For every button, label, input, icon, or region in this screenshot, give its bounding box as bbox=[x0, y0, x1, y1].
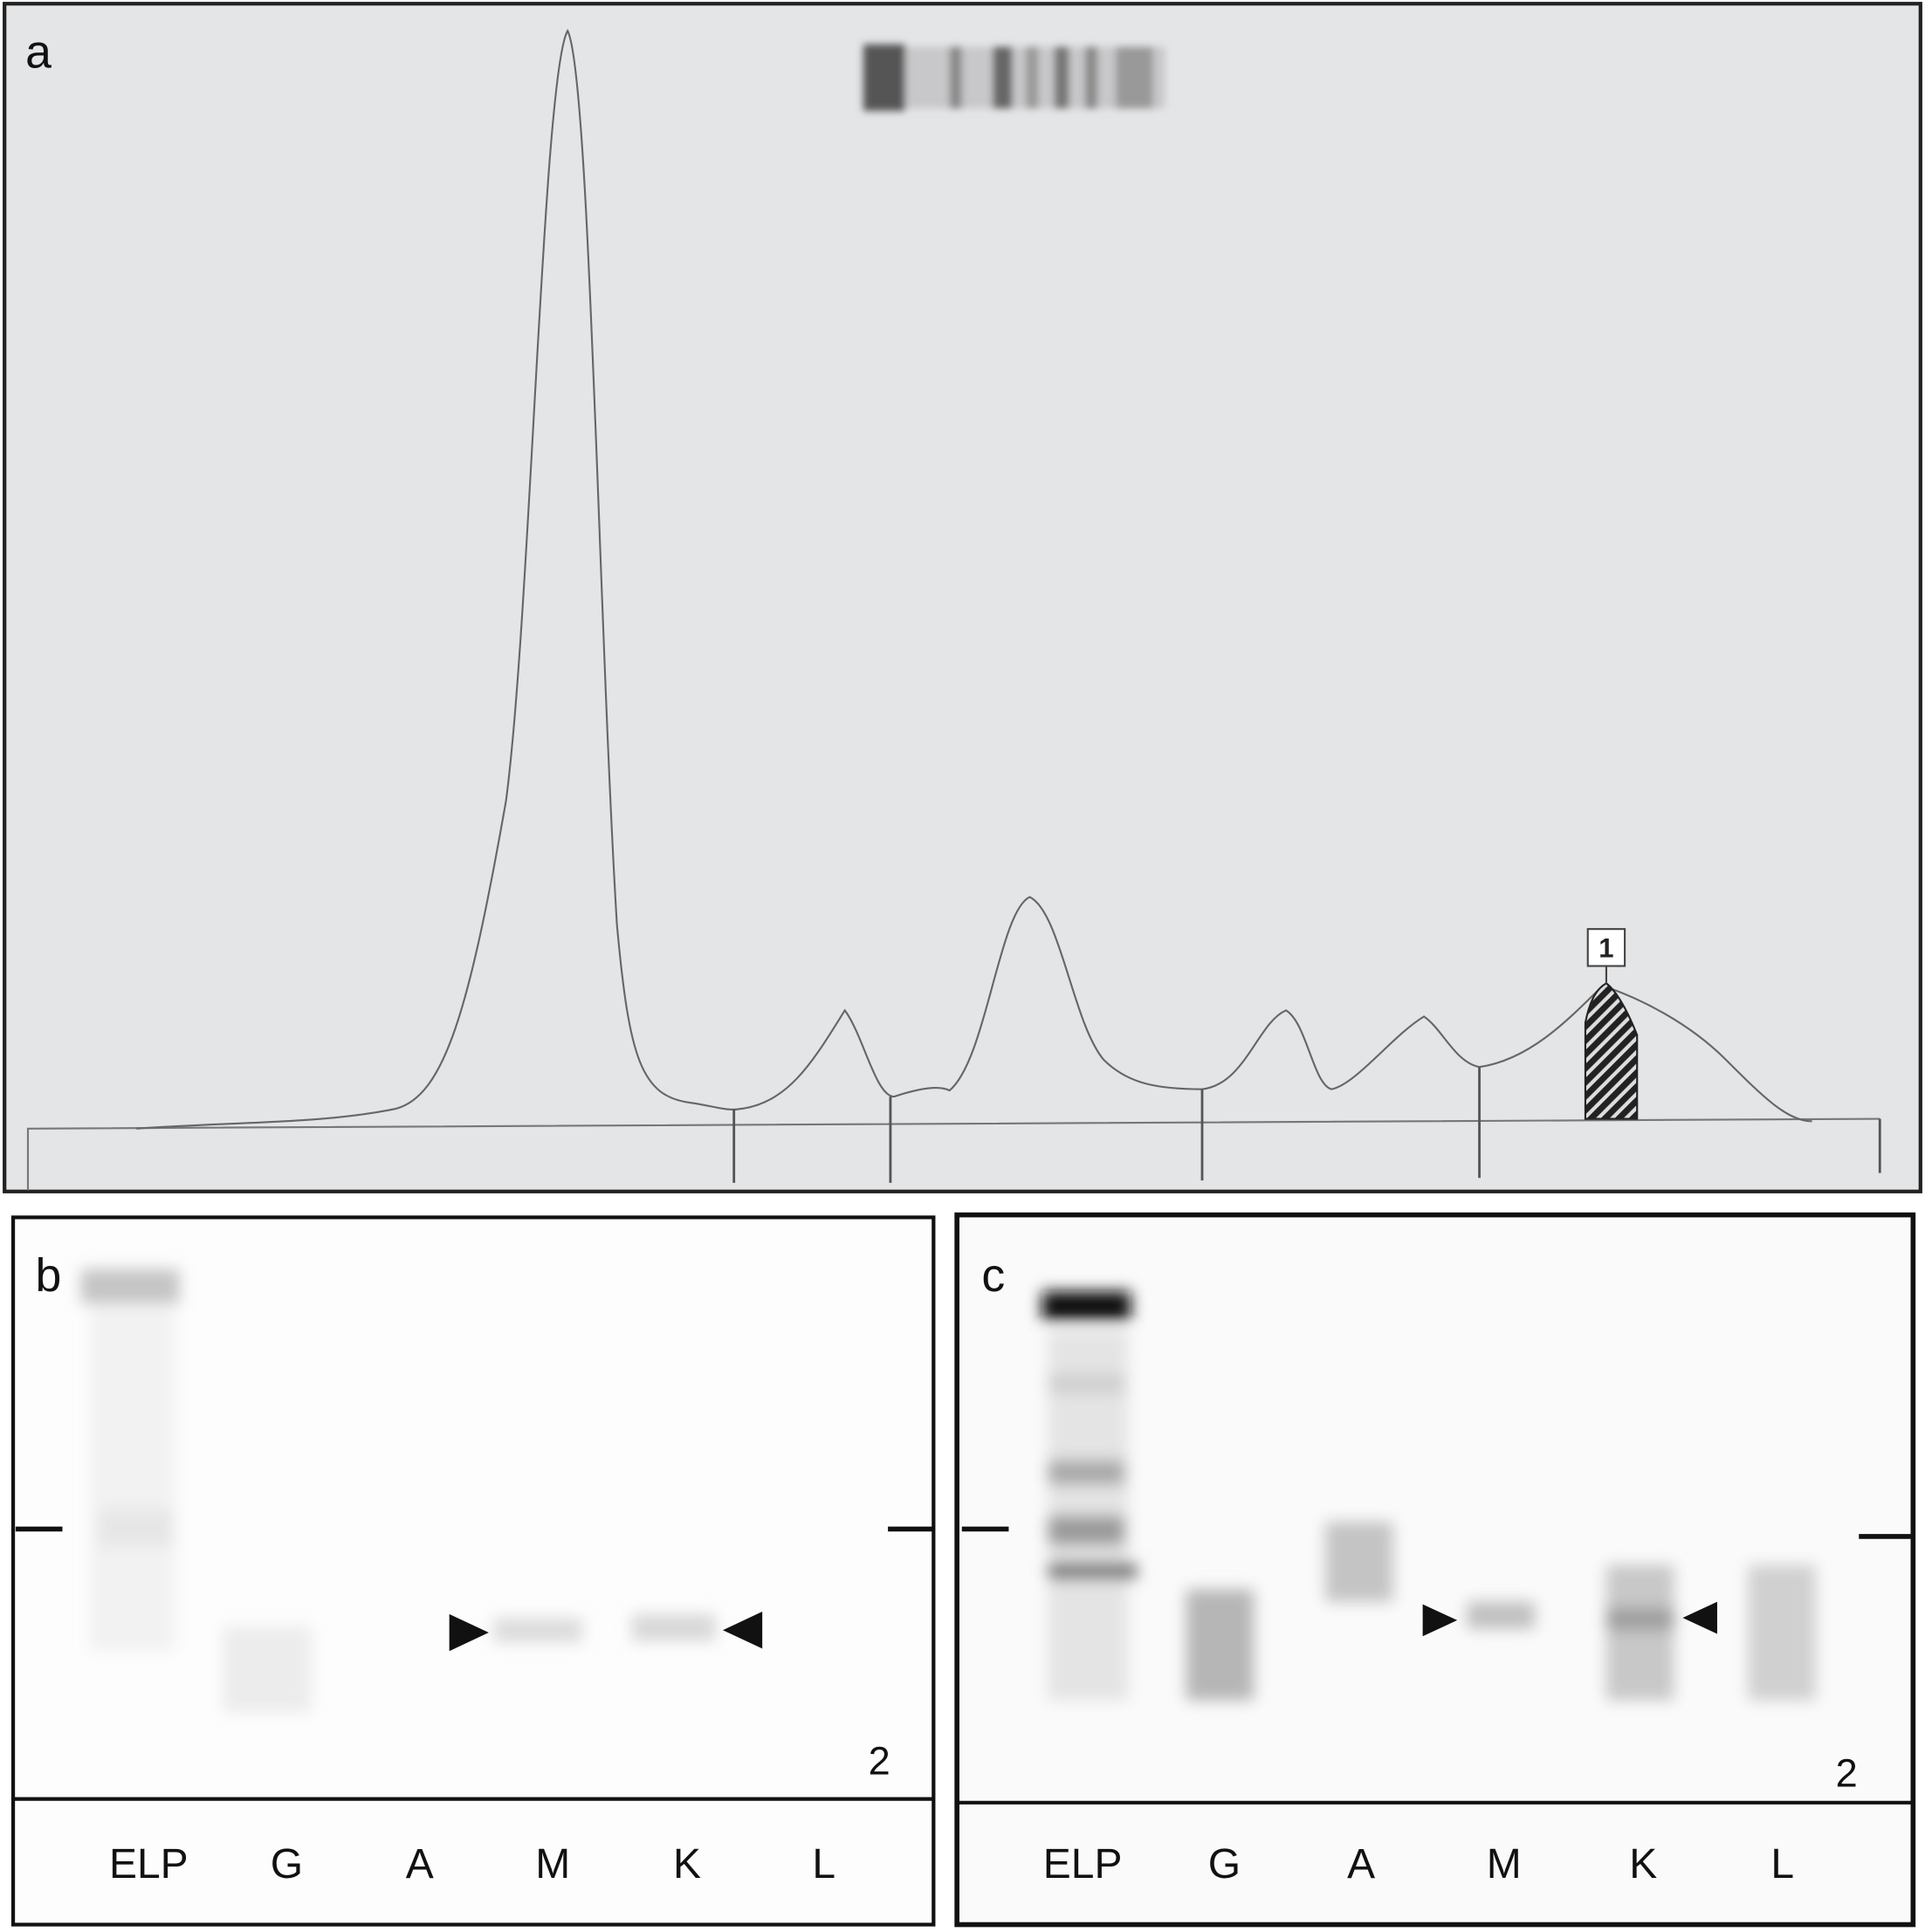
fraction-box bbox=[1586, 928, 1626, 967]
lane-label: ELP bbox=[1043, 1841, 1123, 1887]
panel-label: a bbox=[25, 26, 52, 79]
lane-label: K bbox=[673, 1841, 701, 1887]
lane-label: M bbox=[1487, 1841, 1522, 1887]
gel-bands bbox=[80, 1269, 716, 1713]
panel-label: b bbox=[35, 1249, 61, 1302]
lane-label: M bbox=[535, 1841, 570, 1887]
arrowhead bbox=[722, 1612, 763, 1649]
arrowhead bbox=[449, 1613, 489, 1652]
lane-label: L bbox=[1770, 1841, 1794, 1887]
lane-label: A bbox=[406, 1841, 434, 1887]
densitometry-curve bbox=[136, 29, 1812, 1130]
panel-c: c 2 bbox=[954, 1212, 1916, 1928]
baseline bbox=[26, 1117, 1880, 1191]
panel-number: 2 bbox=[869, 1738, 890, 1783]
fraction-dividers bbox=[732, 1067, 1881, 1183]
lane-label: G bbox=[1208, 1841, 1241, 1887]
panel-a: a 1 bbox=[3, 2, 1922, 1193]
lane-label: A bbox=[1347, 1841, 1375, 1887]
panel-frame bbox=[3, 2, 1922, 1193]
m-spike-area bbox=[1584, 981, 1639, 1120]
fraction-label: 1 bbox=[1598, 933, 1613, 964]
gel-strip bbox=[863, 44, 1165, 112]
lane-label: G bbox=[271, 1841, 303, 1887]
lane-label: K bbox=[1629, 1841, 1657, 1887]
arrowhead bbox=[1682, 1601, 1717, 1634]
lane-label: L bbox=[812, 1841, 835, 1887]
panel-label: c bbox=[981, 1249, 1005, 1302]
panel-number: 2 bbox=[1836, 1750, 1858, 1795]
lane-label: ELP bbox=[109, 1841, 189, 1887]
panel-b: b 2 bbox=[10, 1215, 936, 1927]
arrowhead bbox=[1422, 1604, 1458, 1637]
gel-bands bbox=[1042, 1291, 1816, 1701]
lane-labels: ELP G A M K L ELP G A M K L bbox=[109, 1841, 1794, 1887]
